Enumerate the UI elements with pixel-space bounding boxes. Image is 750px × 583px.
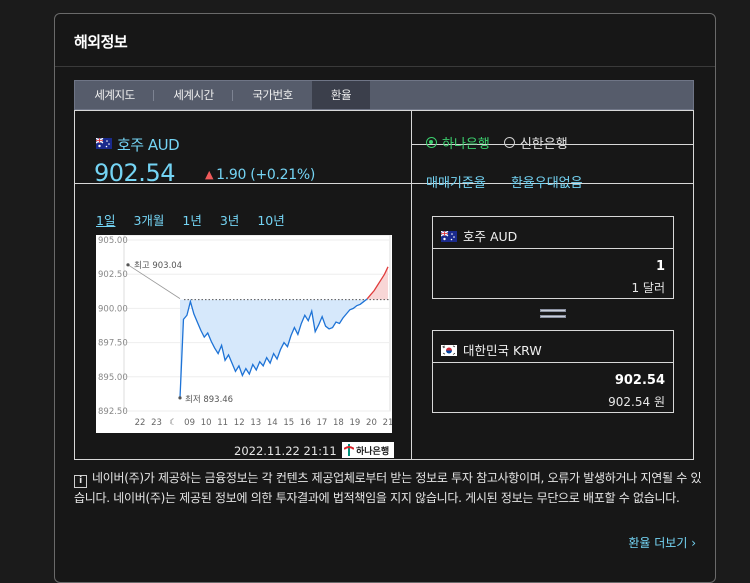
period-1d[interactable]: 1일 xyxy=(96,213,116,228)
from-currency-name: 호주 AUD xyxy=(463,229,518,244)
x-tick-label: 23 xyxy=(151,418,162,428)
converter-to: 대한민국 KRW 902.54 902.54 원 xyxy=(432,330,674,413)
x-tick-label: 20 xyxy=(366,418,377,428)
to-amount-text: 902.54 원 xyxy=(608,395,665,409)
radio-checked-icon xyxy=(426,137,437,148)
tab-world-time[interactable]: 세계시간 xyxy=(154,81,233,109)
radio-shinhan-bank[interactable]: 신한은행 xyxy=(503,133,568,152)
disclaimer-notice: i 네이버(주)가 제공하는 금융정보는 각 컨텐츠 제공업체로부터 받는 정보로… xyxy=(74,468,704,508)
rate-chart-svg: 905.00 902.50 900.00 897.50 895.00 892.50 22 23… xyxy=(98,234,393,428)
australia-flag-icon xyxy=(441,231,457,242)
rate-chart: 905.00 902.50 900.00 897.50 895.00 892.50 22 23… xyxy=(96,234,393,433)
divider xyxy=(412,144,693,145)
currency-name: 호주 AUD xyxy=(117,136,180,154)
converter-from-head: 호주 AUD xyxy=(433,217,673,249)
overseas-info-panel: 해외정보 세계지도 세계시간 국가번호 환율 호주 AUD 902.54 ▲ 1.… xyxy=(54,13,716,583)
tab-world-map[interactable]: 세계지도 xyxy=(75,81,154,109)
rate-type-links: 매매기준율 환율우대없음 xyxy=(426,172,583,191)
rate-series-line xyxy=(179,298,368,398)
x-tick-label: 10 xyxy=(201,418,212,428)
x-tick-label: 12 xyxy=(234,418,245,428)
x-tick-label: 21 xyxy=(383,418,392,428)
hana-logo-text: 하나은행 xyxy=(356,446,390,457)
x-tick-label: 16 xyxy=(300,418,311,428)
divider xyxy=(412,183,693,184)
y-tick-label: 897.50 xyxy=(98,339,128,349)
x-tick-label: 22 xyxy=(135,418,146,428)
tab-country-code[interactable]: 국가번호 xyxy=(252,88,293,102)
hana-bank-logo: 하나은행 xyxy=(342,442,394,458)
hana-mark-icon xyxy=(344,444,354,456)
to-currency-name: 대한민국 KRW xyxy=(463,343,542,358)
chart-timestamp: 2022.11.22 21:11 xyxy=(234,444,337,458)
bank-selector: 하나은행 신한은행 xyxy=(426,133,568,152)
radio-label: 신한은행 xyxy=(519,137,568,152)
australia-flag-icon xyxy=(96,138,112,149)
radio-unchecked-icon xyxy=(503,137,515,148)
y-tick-label: 895.00 xyxy=(98,373,128,383)
korea-flag-icon xyxy=(441,345,457,356)
up-triangle-icon: ▲ xyxy=(205,168,214,181)
radio-hana-bank[interactable]: 하나은행 xyxy=(426,133,490,152)
y-tick-label: 900.00 xyxy=(98,304,128,314)
divider xyxy=(411,111,412,459)
area-below-baseline xyxy=(180,299,388,398)
price-change: ▲ 1.90 (+0.21%) xyxy=(205,167,315,183)
link-base-rate[interactable]: 매매기준율 xyxy=(426,176,486,191)
x-tick-label: 14 xyxy=(267,418,278,428)
x-tick-label: 11 xyxy=(217,418,228,428)
high-label: 최고 903.04 xyxy=(134,260,182,271)
y-tick-label: 892.50 xyxy=(98,407,128,417)
period-3m[interactable]: 3개월 xyxy=(133,213,165,228)
low-marker xyxy=(178,396,182,400)
exchange-box: 호주 AUD 902.54 ▲ 1.90 (+0.21%) 하나은행 신한은행 매… xyxy=(74,110,694,460)
from-amount[interactable]: 1 xyxy=(655,259,665,274)
tab-exchange-rate[interactable]: 환율 xyxy=(312,81,370,109)
converter-to-head: 대한민국 KRW xyxy=(433,331,673,363)
divider xyxy=(55,66,715,67)
x-tick-label: 19 xyxy=(350,418,361,428)
y-tick-label: 902.50 xyxy=(98,270,128,280)
high-marker xyxy=(126,263,130,267)
disclaimer-text: 네이버(주)가 제공하는 금융정보는 각 컨텐츠 제공업체로부터 받는 정보로 … xyxy=(74,471,702,505)
current-price: 902.54 xyxy=(94,159,175,187)
from-amount-text: 1 달러 xyxy=(631,281,665,295)
to-amount[interactable]: 902.54 xyxy=(614,373,665,388)
period-10y[interactable]: 10년 xyxy=(257,213,285,228)
tab-bar: 세계지도 세계시간 국가번호 환율 xyxy=(74,80,694,110)
high-callout-line xyxy=(127,264,181,299)
divider xyxy=(75,183,411,184)
rate-series-line-up xyxy=(366,266,389,300)
radio-label: 하나은행 xyxy=(442,137,490,152)
period-1y[interactable]: 1년 xyxy=(182,213,202,228)
x-tick-label: 17 xyxy=(316,418,327,428)
link-no-preferential[interactable]: 환율우대없음 xyxy=(510,176,583,191)
night-moon-icon: ☾ xyxy=(169,418,177,428)
x-tick-label: 15 xyxy=(283,418,294,428)
low-label: 최저 893.46 xyxy=(185,394,233,405)
currency-header: 호주 AUD xyxy=(96,134,180,155)
exchange-more-link[interactable]: 환율 더보기 › xyxy=(628,536,696,550)
info-icon: i xyxy=(74,475,87,488)
converter-from: 호주 AUD 1 1 달러 xyxy=(432,216,674,299)
x-tick-label: 18 xyxy=(333,418,344,428)
equals-icon xyxy=(540,309,566,319)
period-3y[interactable]: 3년 xyxy=(219,213,240,228)
x-tick-label: 13 xyxy=(250,418,261,428)
x-tick-label: 09 xyxy=(184,418,195,428)
panel-title: 해외정보 xyxy=(74,33,128,51)
y-tick-label: 905.00 xyxy=(98,236,128,246)
change-value: 1.90 (+0.21%) xyxy=(216,167,316,183)
period-selector: 1일 3개월 1년 3년 10년 xyxy=(96,210,285,229)
